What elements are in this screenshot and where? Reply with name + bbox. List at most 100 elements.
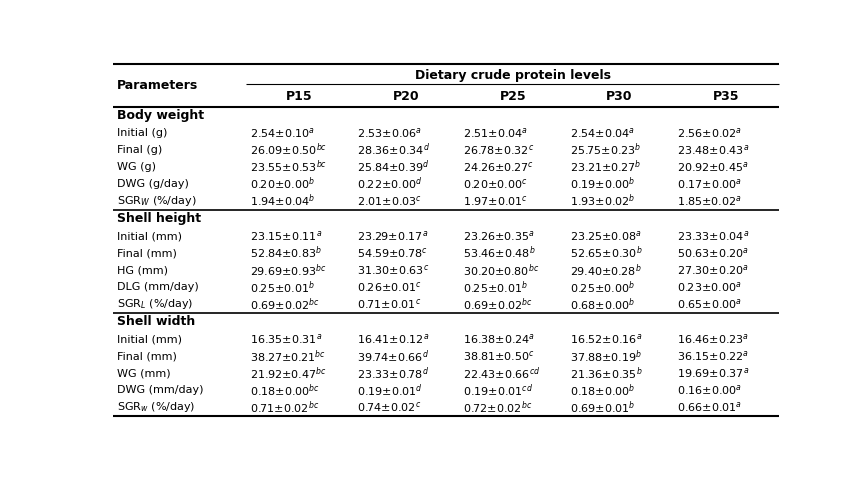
Text: Dietary crude protein levels: Dietary crude protein levels <box>415 69 611 82</box>
Text: 31.30±0.63$^{c}$: 31.30±0.63$^{c}$ <box>357 263 429 277</box>
Text: 2.51±0.04$^{a}$: 2.51±0.04$^{a}$ <box>464 126 529 140</box>
Text: 54.59±0.78$^{c}$: 54.59±0.78$^{c}$ <box>357 246 427 260</box>
Text: Body weight: Body weight <box>117 109 204 122</box>
Text: 39.74±0.66$^{d}$: 39.74±0.66$^{d}$ <box>357 348 429 364</box>
Text: 0.72±0.02$^{bc}$: 0.72±0.02$^{bc}$ <box>464 399 532 416</box>
Text: 52.65±0.30$^{b}$: 52.65±0.30$^{b}$ <box>570 245 642 261</box>
Text: 0.22±0.00$^{d}$: 0.22±0.00$^{d}$ <box>357 176 422 192</box>
Text: 21.36±0.35$^{b}$: 21.36±0.35$^{b}$ <box>570 365 642 382</box>
Text: DWG (mm/day): DWG (mm/day) <box>117 385 203 395</box>
Text: 0.19±0.00$^{b}$: 0.19±0.00$^{b}$ <box>570 176 636 192</box>
Text: 1.93±0.02$^{b}$: 1.93±0.02$^{b}$ <box>570 193 636 209</box>
Text: 2.01±0.03$^{c}$: 2.01±0.03$^{c}$ <box>357 194 422 208</box>
Text: 16.41±0.12$^{a}$: 16.41±0.12$^{a}$ <box>357 332 429 346</box>
Text: 0.66±0.01$^{a}$: 0.66±0.01$^{a}$ <box>677 400 742 415</box>
Text: SGR$_{W}$ (%/day): SGR$_{W}$ (%/day) <box>117 194 196 208</box>
Text: 22.43±0.66$^{cd}$: 22.43±0.66$^{cd}$ <box>464 365 541 382</box>
Text: 23.29±0.17$^{a}$: 23.29±0.17$^{a}$ <box>357 229 428 243</box>
Text: 37.88±0.19$^{b}$: 37.88±0.19$^{b}$ <box>570 348 642 364</box>
Text: 23.15±0.11$^{a}$: 23.15±0.11$^{a}$ <box>250 229 322 243</box>
Text: Shell width: Shell width <box>117 315 195 328</box>
Text: SGR$_{w}$ (%/day): SGR$_{w}$ (%/day) <box>117 400 195 415</box>
Text: 0.16±0.00$^{a}$: 0.16±0.00$^{a}$ <box>677 383 742 398</box>
Text: 1.85±0.02$^{a}$: 1.85±0.02$^{a}$ <box>677 194 741 208</box>
Text: P20: P20 <box>393 90 420 104</box>
Text: 1.94±0.04$^{b}$: 1.94±0.04$^{b}$ <box>250 193 316 209</box>
Text: 23.25±0.08$^{a}$: 23.25±0.08$^{a}$ <box>570 229 642 243</box>
Text: 16.52±0.16$^{a}$: 16.52±0.16$^{a}$ <box>570 332 642 346</box>
Text: WG (g): WG (g) <box>117 162 156 172</box>
Text: 38.81±0.50$^{c}$: 38.81±0.50$^{c}$ <box>464 349 536 364</box>
Text: 0.25±0.01$^{b}$: 0.25±0.01$^{b}$ <box>464 279 528 295</box>
Text: 16.35±0.31$^{a}$: 16.35±0.31$^{a}$ <box>250 332 322 346</box>
Text: 24.26±0.27$^{c}$: 24.26±0.27$^{c}$ <box>464 160 534 174</box>
Text: 29.69±0.93$^{bc}$: 29.69±0.93$^{bc}$ <box>250 262 327 278</box>
Text: Initial (g): Initial (g) <box>117 128 167 138</box>
Text: 0.69±0.02$^{bc}$: 0.69±0.02$^{bc}$ <box>250 296 320 312</box>
Text: 1.97±0.01$^{c}$: 1.97±0.01$^{c}$ <box>464 194 529 208</box>
Text: 27.30±0.20$^{a}$: 27.30±0.20$^{a}$ <box>677 263 748 277</box>
Text: 0.25±0.01$^{b}$: 0.25±0.01$^{b}$ <box>250 279 315 295</box>
Text: 16.46±0.23$^{a}$: 16.46±0.23$^{a}$ <box>677 332 748 346</box>
Text: Shell height: Shell height <box>117 212 201 225</box>
Text: Parameters: Parameters <box>117 79 198 92</box>
Text: 23.33±0.04$^{a}$: 23.33±0.04$^{a}$ <box>677 229 749 243</box>
Text: P15: P15 <box>286 90 313 104</box>
Text: 23.48±0.43$^{a}$: 23.48±0.43$^{a}$ <box>677 143 749 157</box>
Text: 0.69±0.01$^{b}$: 0.69±0.01$^{b}$ <box>570 399 636 416</box>
Text: 26.09±0.50$^{bc}$: 26.09±0.50$^{bc}$ <box>250 142 328 158</box>
Text: 2.53±0.06$^{a}$: 2.53±0.06$^{a}$ <box>357 126 422 140</box>
Text: 0.18±0.00$^{b}$: 0.18±0.00$^{b}$ <box>570 382 636 399</box>
Text: P35: P35 <box>713 90 740 104</box>
Text: 0.20±0.00$^{c}$: 0.20±0.00$^{c}$ <box>464 177 528 191</box>
Text: 26.78±0.32$^{c}$: 26.78±0.32$^{c}$ <box>464 143 535 157</box>
Text: 2.54±0.04$^{a}$: 2.54±0.04$^{a}$ <box>570 126 636 140</box>
Text: 0.69±0.02$^{bc}$: 0.69±0.02$^{bc}$ <box>464 296 533 312</box>
Text: 53.46±0.48$^{b}$: 53.46±0.48$^{b}$ <box>464 245 536 261</box>
Text: 0.23±0.00$^{a}$: 0.23±0.00$^{a}$ <box>677 280 741 294</box>
Text: 21.92±0.47$^{bc}$: 21.92±0.47$^{bc}$ <box>250 365 327 382</box>
Text: 23.21±0.27$^{b}$: 23.21±0.27$^{b}$ <box>570 159 642 175</box>
Text: 28.36±0.34$^{d}$: 28.36±0.34$^{d}$ <box>357 142 430 158</box>
Text: Initial (mm): Initial (mm) <box>117 334 181 344</box>
Text: Final (g): Final (g) <box>117 145 162 155</box>
Text: P30: P30 <box>606 90 633 104</box>
Text: 38.27±0.21$^{bc}$: 38.27±0.21$^{bc}$ <box>250 348 326 364</box>
Text: 36.15±0.22$^{a}$: 36.15±0.22$^{a}$ <box>677 349 748 364</box>
Text: DLG (mm/day): DLG (mm/day) <box>117 282 199 292</box>
Text: WG (mm): WG (mm) <box>117 368 170 378</box>
Text: 50.63±0.20$^{a}$: 50.63±0.20$^{a}$ <box>677 246 748 260</box>
Text: SGR$_{L}$ (%/day): SGR$_{L}$ (%/day) <box>117 297 194 311</box>
Text: P25: P25 <box>500 90 526 104</box>
Text: Final (mm): Final (mm) <box>117 248 176 258</box>
Text: 16.38±0.24$^{a}$: 16.38±0.24$^{a}$ <box>464 332 535 346</box>
Text: 0.19±0.01$^{cd}$: 0.19±0.01$^{cd}$ <box>464 382 533 399</box>
Text: 25.75±0.23$^{b}$: 25.75±0.23$^{b}$ <box>570 142 642 158</box>
Text: 29.40±0.28$^{b}$: 29.40±0.28$^{b}$ <box>570 262 642 278</box>
Text: DWG (g/day): DWG (g/day) <box>117 179 188 189</box>
Text: 0.17±0.00$^{a}$: 0.17±0.00$^{a}$ <box>677 177 742 191</box>
Text: 30.20±0.80$^{bc}$: 30.20±0.80$^{bc}$ <box>464 262 540 278</box>
Text: 0.20±0.00$^{b}$: 0.20±0.00$^{b}$ <box>250 176 315 192</box>
Text: 0.71±0.01$^{c}$: 0.71±0.01$^{c}$ <box>357 297 421 311</box>
Text: 0.19±0.01$^{d}$: 0.19±0.01$^{d}$ <box>357 382 423 399</box>
Text: 25.84±0.39$^{d}$: 25.84±0.39$^{d}$ <box>357 159 429 175</box>
Text: Initial (mm): Initial (mm) <box>117 231 181 241</box>
Text: 23.26±0.35$^{a}$: 23.26±0.35$^{a}$ <box>464 229 535 243</box>
Text: 2.54±0.10$^{a}$: 2.54±0.10$^{a}$ <box>250 126 316 140</box>
Text: 19.69±0.37$^{a}$: 19.69±0.37$^{a}$ <box>677 366 749 381</box>
Text: 23.33±0.78$^{d}$: 23.33±0.78$^{d}$ <box>357 365 429 382</box>
Text: 0.68±0.00$^{b}$: 0.68±0.00$^{b}$ <box>570 296 636 312</box>
Text: 0.71±0.02$^{bc}$: 0.71±0.02$^{bc}$ <box>250 399 319 416</box>
Text: 23.55±0.53$^{bc}$: 23.55±0.53$^{bc}$ <box>250 159 328 175</box>
Text: Final (mm): Final (mm) <box>117 351 176 361</box>
Text: 52.84±0.83$^{b}$: 52.84±0.83$^{b}$ <box>250 245 322 261</box>
Text: HG (mm): HG (mm) <box>117 265 168 275</box>
Text: 0.74±0.02$^{c}$: 0.74±0.02$^{c}$ <box>357 400 421 415</box>
Text: 2.56±0.02$^{a}$: 2.56±0.02$^{a}$ <box>677 126 742 140</box>
Text: 0.25±0.00$^{b}$: 0.25±0.00$^{b}$ <box>570 279 635 295</box>
Text: 20.92±0.45$^{a}$: 20.92±0.45$^{a}$ <box>677 160 749 174</box>
Text: 0.18±0.00$^{bc}$: 0.18±0.00$^{bc}$ <box>250 382 320 399</box>
Text: 0.26±0.01$^{c}$: 0.26±0.01$^{c}$ <box>357 280 421 294</box>
Text: 0.65±0.00$^{a}$: 0.65±0.00$^{a}$ <box>677 297 742 311</box>
